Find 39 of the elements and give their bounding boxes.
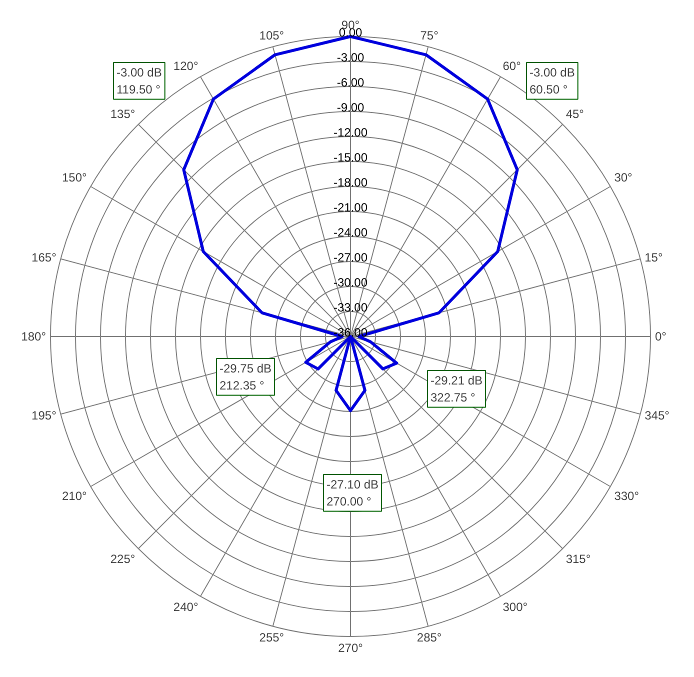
spoke-label: 345° [644, 408, 670, 422]
spoke-label: 240° [173, 600, 198, 614]
spoke-label: 315° [566, 552, 591, 566]
spoke-label: 30° [614, 170, 633, 184]
y-tick-label: -9.00 [336, 100, 364, 114]
y-tick-label: -24.00 [333, 226, 368, 240]
text: -29.21 dB 322.75 ° [430, 374, 483, 404]
spoke-label: 150° [62, 170, 87, 184]
spoke-label: 255° [259, 630, 284, 645]
y-tick-label: -18.00 [333, 176, 368, 190]
text: -27.10 dB 270.00 ° [326, 478, 379, 508]
spoke-label: 165° [32, 250, 57, 265]
spoke-label: 60° [502, 58, 522, 73]
spoke-label: 45° [566, 107, 584, 122]
y-tick-label: -27.00 [333, 250, 368, 264]
y-tick-label: -30.00 [333, 276, 368, 290]
spoke-label: 225° [110, 552, 136, 566]
spoke-label: 210° [62, 488, 87, 503]
spoke-label: 135° [110, 107, 136, 122]
y-tick-label: -3.00 [336, 50, 364, 64]
spoke-label: 330° [614, 488, 640, 503]
spoke-label: 15° [644, 250, 663, 265]
y-tick-label: -21.00 [333, 200, 368, 214]
spoke-label: 75° [420, 28, 439, 42]
spoke-label: 120° [173, 58, 198, 73]
spoke-label: 300° [502, 600, 528, 614]
y-tick-label: -33.00 [333, 300, 368, 314]
spoke-label: 0° [655, 330, 667, 344]
spoke-label: 195° [32, 408, 57, 422]
y-tick-label: -6.00 [336, 76, 364, 90]
spoke-label: 180° [21, 330, 46, 344]
y-tick-label: -12.00 [333, 126, 368, 140]
y-tick-label: -15.00 [333, 150, 368, 164]
spoke-label: 270° [338, 641, 364, 655]
text: -3.00 dB 60.50 ° [530, 66, 575, 96]
text: -3.00 dB 119.50 ° [116, 66, 162, 96]
spoke-label: 105° [259, 28, 284, 42]
spoke-label: 285° [416, 630, 442, 645]
text: -29.75 dB 212.35 ° [220, 362, 272, 392]
